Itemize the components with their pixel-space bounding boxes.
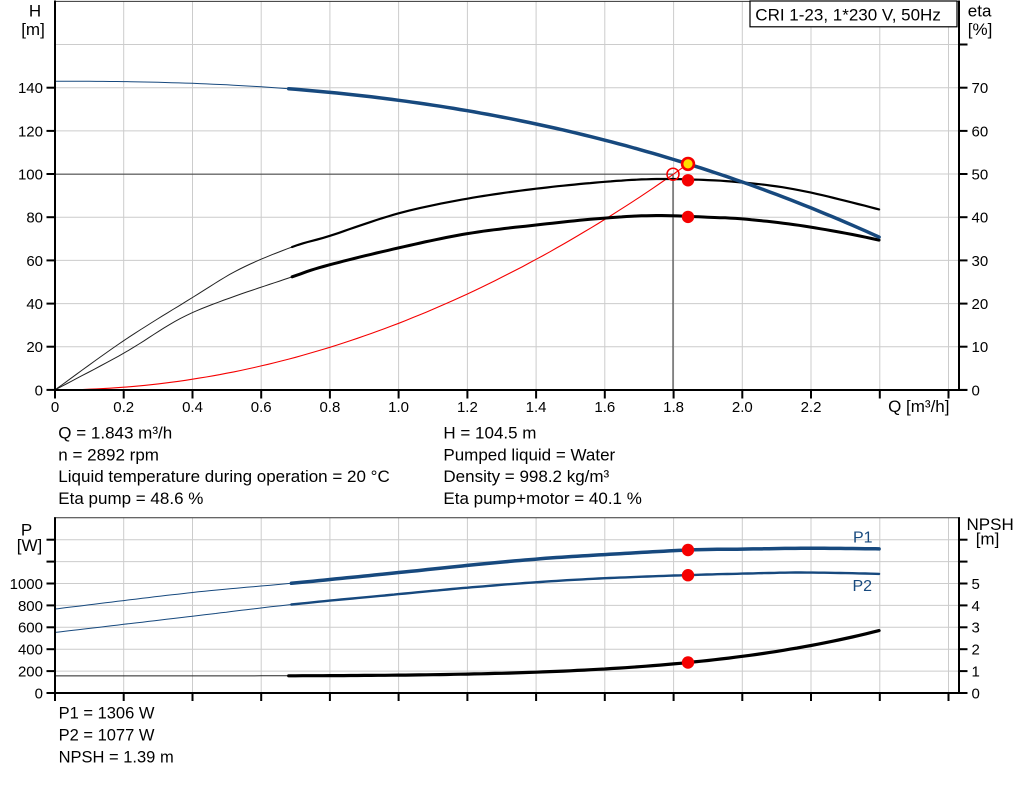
svg-text:Eta pump = 48.6 %: Eta pump = 48.6 % — [58, 489, 203, 508]
svg-text:80: 80 — [26, 210, 43, 227]
svg-text:4: 4 — [972, 598, 980, 615]
svg-text:100: 100 — [18, 166, 43, 183]
svg-text:P: P — [21, 521, 32, 540]
svg-text:0.2: 0.2 — [113, 399, 134, 416]
svg-text:50: 50 — [972, 166, 989, 183]
svg-text:1000: 1000 — [10, 576, 43, 593]
svg-text:0: 0 — [51, 399, 59, 416]
svg-text:P1: P1 — [853, 530, 873, 547]
svg-text:P2: P2 — [853, 578, 873, 595]
svg-text:0: 0 — [972, 382, 980, 399]
svg-text:Q [m³/h]: Q [m³/h] — [888, 397, 949, 416]
svg-text:1.8: 1.8 — [663, 399, 684, 416]
svg-text:[m]: [m] — [21, 20, 45, 39]
svg-text:Density = 998.2 kg/m³: Density = 998.2 kg/m³ — [443, 467, 609, 486]
svg-text:[W]: [W] — [17, 536, 43, 555]
svg-text:30: 30 — [972, 253, 989, 270]
svg-text:1.4: 1.4 — [526, 399, 547, 416]
svg-text:1.0: 1.0 — [388, 399, 409, 416]
svg-text:600: 600 — [18, 620, 43, 637]
svg-text:400: 400 — [18, 642, 43, 659]
svg-text:0.4: 0.4 — [182, 399, 203, 416]
svg-text:0.6: 0.6 — [251, 399, 272, 416]
svg-text:120: 120 — [18, 123, 43, 140]
svg-text:0: 0 — [972, 685, 980, 702]
svg-text:200: 200 — [18, 664, 43, 681]
svg-text:3: 3 — [972, 620, 980, 637]
svg-text:CRI 1-23, 1*230 V, 50Hz: CRI 1-23, 1*230 V, 50Hz — [755, 6, 941, 25]
svg-text:Pumped liquid = Water: Pumped liquid = Water — [443, 445, 615, 464]
svg-text:H = 104.5 m: H = 104.5 m — [443, 423, 536, 442]
svg-text:[m]: [m] — [976, 530, 1000, 549]
svg-text:800: 800 — [18, 598, 43, 615]
svg-text:NPSH = 1.39 m: NPSH = 1.39 m — [59, 748, 174, 766]
svg-text:60: 60 — [26, 253, 43, 270]
svg-text:10: 10 — [972, 339, 989, 356]
svg-text:Q = 1.843 m³/h: Q = 1.843 m³/h — [58, 423, 172, 442]
svg-text:20: 20 — [26, 339, 43, 356]
svg-text:0: 0 — [35, 685, 43, 702]
svg-text:40: 40 — [972, 210, 989, 227]
svg-text:P2 = 1077 W: P2 = 1077 W — [59, 727, 155, 745]
svg-text:0: 0 — [35, 382, 43, 399]
svg-text:[%]: [%] — [968, 20, 993, 39]
svg-text:70: 70 — [972, 80, 989, 97]
svg-text:Eta pump+motor = 40.1 %: Eta pump+motor = 40.1 % — [443, 489, 641, 508]
svg-text:1: 1 — [972, 664, 980, 681]
svg-text:0.8: 0.8 — [319, 399, 340, 416]
svg-text:2.0: 2.0 — [732, 399, 753, 416]
svg-text:20: 20 — [972, 296, 989, 313]
svg-text:5: 5 — [972, 576, 980, 593]
svg-text:n = 2892 rpm: n = 2892 rpm — [58, 445, 159, 464]
svg-text:NPSH: NPSH — [967, 515, 1014, 534]
svg-text:1.6: 1.6 — [594, 399, 615, 416]
svg-text:1.2: 1.2 — [457, 399, 478, 416]
svg-text:2.2: 2.2 — [801, 399, 822, 416]
svg-text:140: 140 — [18, 80, 43, 97]
svg-text:60: 60 — [972, 123, 989, 140]
svg-text:H: H — [29, 2, 41, 21]
svg-text:eta: eta — [968, 2, 992, 21]
svg-text:P1 = 1306 W: P1 = 1306 W — [59, 705, 155, 723]
svg-text:Liquid temperature during oper: Liquid temperature during operation = 20… — [58, 467, 389, 486]
svg-text:40: 40 — [26, 296, 43, 313]
svg-text:2: 2 — [972, 642, 980, 659]
